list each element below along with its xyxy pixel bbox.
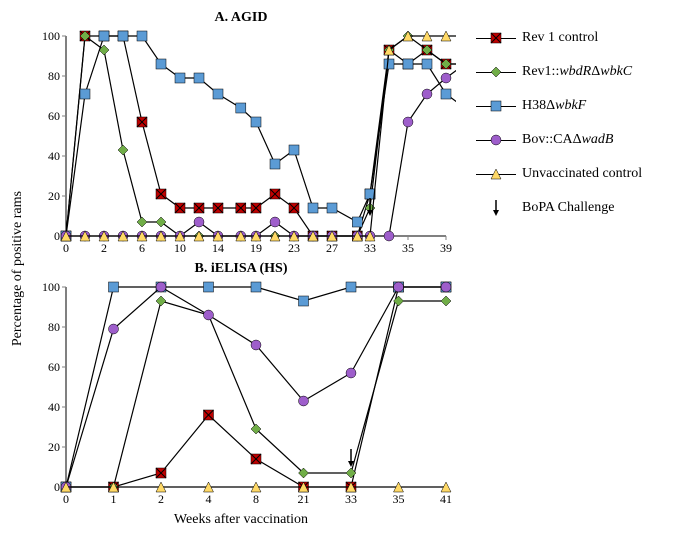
svg-text:100: 100 bbox=[42, 29, 60, 43]
legend-label: Bov::CAΔwadB bbox=[522, 132, 613, 148]
svg-text:60: 60 bbox=[48, 360, 60, 374]
legend-item-arrow: BoPA Challenge bbox=[476, 200, 642, 216]
chart-b: 0 20 40 60 80 100 0 1 2 4 8 21 33 35 41 bbox=[26, 277, 456, 512]
svg-text:14: 14 bbox=[212, 241, 224, 255]
svg-text:33: 33 bbox=[345, 492, 357, 506]
x-axis-label: Weeks after vaccination bbox=[26, 512, 456, 528]
legend-label: H38ΔwbkF bbox=[522, 98, 586, 114]
svg-text:8: 8 bbox=[253, 492, 259, 506]
chart-a-title: A. AGID bbox=[26, 10, 456, 26]
legend-item-unvac: Unvaccinated control bbox=[476, 166, 642, 182]
svg-text:0: 0 bbox=[63, 492, 69, 506]
svg-text:40: 40 bbox=[48, 400, 60, 414]
legend-item-h38: H38ΔwbkF bbox=[476, 98, 642, 114]
svg-text:10: 10 bbox=[174, 241, 186, 255]
svg-text:35: 35 bbox=[402, 241, 414, 255]
svg-text:80: 80 bbox=[48, 320, 60, 334]
svg-text:39: 39 bbox=[440, 241, 452, 255]
svg-text:27: 27 bbox=[326, 241, 338, 255]
svg-text:80: 80 bbox=[48, 69, 60, 83]
svg-text:21: 21 bbox=[298, 492, 310, 506]
legend-item-wbdR: Rev1::wbdRΔwbkC bbox=[476, 64, 642, 80]
charts-column: A. AGID 0204060801000261014192327333539 … bbox=[26, 10, 456, 528]
svg-text:0: 0 bbox=[63, 241, 69, 255]
svg-text:33: 33 bbox=[364, 241, 376, 255]
svg-text:4: 4 bbox=[206, 492, 212, 506]
legend: Rev 1 controlRev1::wbdRΔwbkCH38ΔwbkFBov:… bbox=[456, 10, 642, 234]
chart-a: 0 20 40 60 80 100 0 2 6 10 14 19 23 27 33 35 39 bbox=[26, 26, 456, 261]
legend-label: BoPA Challenge bbox=[522, 200, 614, 216]
y-axis-label: Percentage of positive rams bbox=[10, 191, 26, 346]
svg-text:0: 0 bbox=[54, 229, 60, 243]
svg-text:0: 0 bbox=[54, 480, 60, 494]
svg-text:2: 2 bbox=[158, 492, 164, 506]
legend-item-bov: Bov::CAΔwadB bbox=[476, 132, 642, 148]
svg-text:60: 60 bbox=[48, 109, 60, 123]
svg-text:1: 1 bbox=[111, 492, 117, 506]
svg-text:20: 20 bbox=[48, 189, 60, 203]
svg-text:19: 19 bbox=[250, 241, 262, 255]
legend-item-rev1: Rev 1 control bbox=[476, 30, 642, 46]
legend-label: Rev 1 control bbox=[522, 30, 598, 46]
svg-text:23: 23 bbox=[288, 241, 300, 255]
figure: Percentage of positive rams A. AGID 0204… bbox=[10, 10, 675, 528]
svg-text:40: 40 bbox=[48, 149, 60, 163]
svg-text:2: 2 bbox=[101, 241, 107, 255]
svg-text:20: 20 bbox=[48, 440, 60, 454]
legend-label: Rev1::wbdRΔwbkC bbox=[522, 64, 632, 80]
legend-label: Unvaccinated control bbox=[522, 166, 642, 182]
svg-text:100: 100 bbox=[42, 280, 60, 294]
svg-text:41: 41 bbox=[440, 492, 452, 506]
svg-text:6: 6 bbox=[139, 241, 145, 255]
svg-text:35: 35 bbox=[393, 492, 405, 506]
chart-b-title: B. iELISA (HS) bbox=[26, 261, 456, 277]
